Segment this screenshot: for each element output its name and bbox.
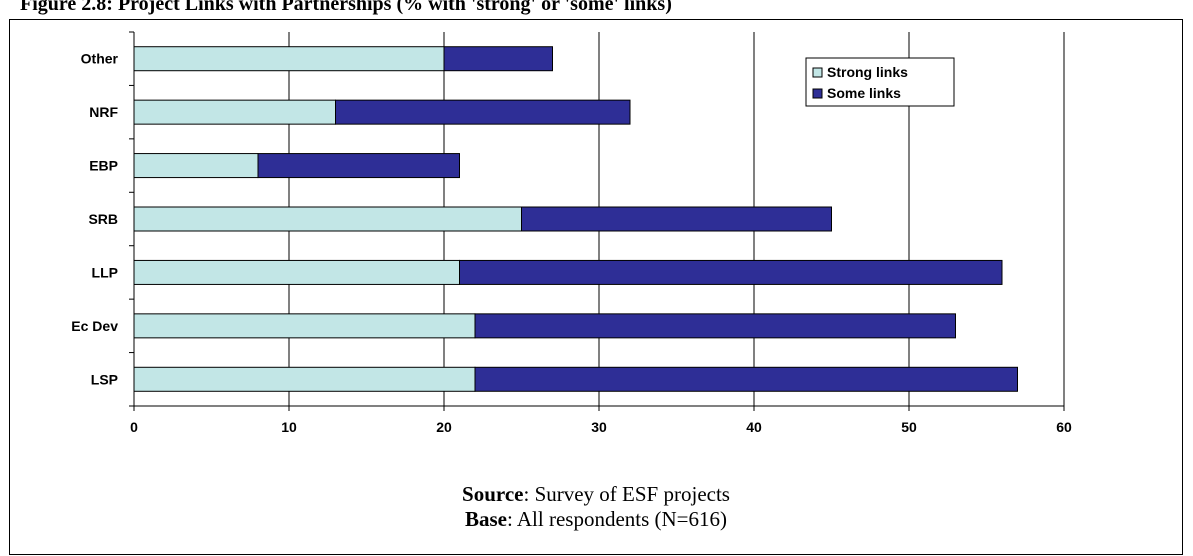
- category-label: LSP: [91, 371, 118, 387]
- bar-some-srb: [521, 206, 832, 232]
- legend-label: Some links: [827, 85, 901, 101]
- source-text: : Survey of ESF projects: [523, 482, 730, 506]
- legend: Strong links Some links: [805, 57, 955, 107]
- legend-swatch: [812, 88, 823, 99]
- bar-some-ebp: [257, 153, 460, 179]
- x-tick-label: 30: [591, 419, 607, 435]
- category-label: LLP: [92, 264, 118, 280]
- bar-some-lsp: [474, 366, 1018, 392]
- x-tick-label: 0: [130, 419, 138, 435]
- x-tick-label: 10: [281, 419, 297, 435]
- bar-strong-other: [133, 46, 445, 72]
- bar-strong-lsp: [133, 366, 476, 392]
- axes: Other NRF EBP SRB LLP Ec Dev LSP 0 10 20 30 40 50 60: [71, 31, 1072, 435]
- legend-label: Strong links: [827, 64, 908, 80]
- base-label: Base: [464, 507, 507, 531]
- x-tick-label: 40: [746, 419, 762, 435]
- legend-box: [805, 57, 955, 107]
- bar-strong-srb: [133, 206, 522, 232]
- x-tick-label: 60: [1056, 419, 1072, 435]
- base-text: : All respondents (N=616): [506, 507, 728, 531]
- category-label: EBP: [89, 158, 118, 174]
- bar-strong-nrf: [133, 99, 336, 125]
- category-label: SRB: [88, 211, 118, 227]
- legend-swatch: [812, 67, 823, 78]
- bar-strong-llp: [133, 259, 460, 285]
- bar-some-ec-dev: [474, 313, 956, 339]
- bar-some-other: [443, 46, 553, 72]
- x-tick-label: 20: [436, 419, 452, 435]
- category-label: NRF: [89, 104, 118, 120]
- category-label: Other: [81, 51, 119, 67]
- base-caption: Base: All respondents (N=616): [9, 507, 1183, 531]
- figure-title: Figure 2.8: Project Links with Partnersh…: [20, 0, 672, 15]
- bars: [133, 46, 1018, 392]
- bar-some-nrf: [335, 99, 631, 125]
- bar-some-llp: [459, 259, 1003, 285]
- source-label: Source: [462, 482, 524, 506]
- bar-strong-ebp: [133, 153, 259, 179]
- x-tick-label: 50: [901, 419, 917, 435]
- bar-strong-ec-dev: [133, 313, 476, 339]
- chart-frame: [9, 19, 1183, 555]
- category-label: Ec Dev: [71, 318, 118, 334]
- source-caption: Source: Survey of ESF projects: [9, 482, 1183, 506]
